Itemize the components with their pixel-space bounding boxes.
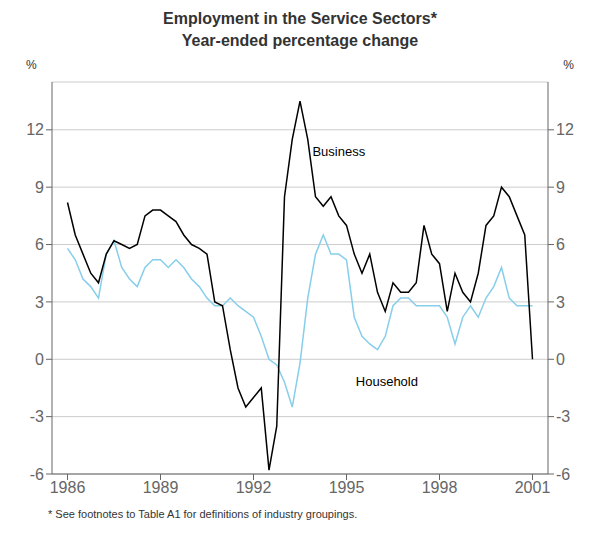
svg-text:12: 12 — [26, 121, 44, 138]
svg-text:Household: Household — [356, 374, 418, 389]
svg-text:1998: 1998 — [422, 479, 458, 496]
svg-text:3: 3 — [556, 294, 565, 311]
svg-text:9: 9 — [35, 179, 44, 196]
html-text:Employment in the Service Sect: Employment in the Service Sectors* — [163, 10, 437, 27]
svg-text:-6: -6 — [556, 466, 570, 483]
svg-text:-3: -3 — [30, 408, 44, 425]
svg-text:0: 0 — [556, 351, 565, 368]
svg-text:0: 0 — [35, 351, 44, 368]
svg-text:12: 12 — [556, 121, 574, 138]
svg-text:9: 9 — [556, 179, 565, 196]
svg-text:1986: 1986 — [50, 479, 86, 496]
html-text:* See footnotes to Table A1 fo: * See footnotes to Table A1 for definiti… — [48, 508, 358, 520]
svg-text:1989: 1989 — [143, 479, 179, 496]
svg-text:6: 6 — [35, 236, 44, 253]
svg-text:3: 3 — [35, 294, 44, 311]
svg-text:6: 6 — [556, 236, 565, 253]
svg-text:Business: Business — [312, 144, 365, 159]
svg-text:-6: -6 — [30, 466, 44, 483]
svg-text:-3: -3 — [556, 408, 570, 425]
svg-text:2001: 2001 — [515, 479, 551, 496]
svg-text:1992: 1992 — [236, 479, 272, 496]
svg-text:1995: 1995 — [329, 479, 365, 496]
html-text:Year-ended percentage change: Year-ended percentage change — [181, 32, 419, 49]
